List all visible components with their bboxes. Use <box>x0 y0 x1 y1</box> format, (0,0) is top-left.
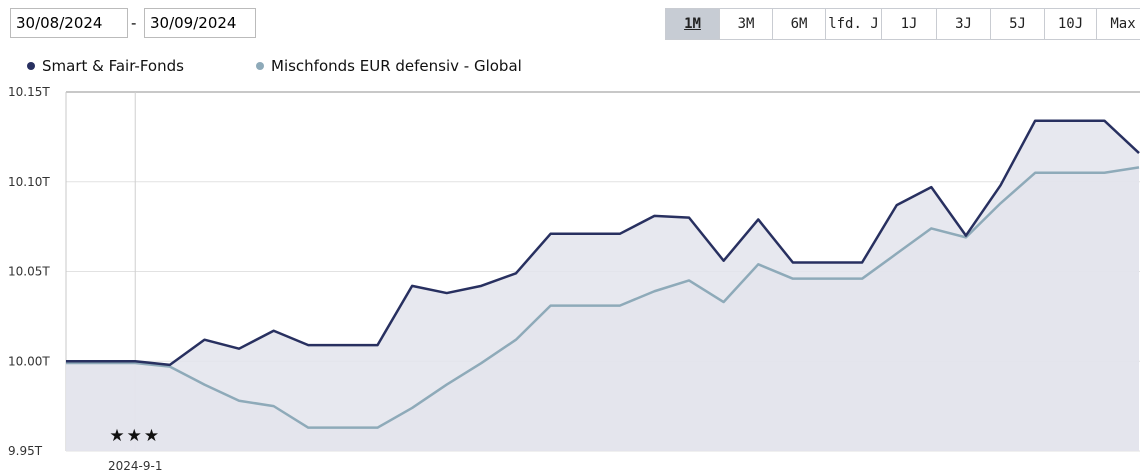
legend-marker <box>256 62 264 70</box>
range-button[interactable]: 10J <box>1045 8 1097 40</box>
y-tick-label: 10.00T <box>8 354 50 368</box>
range-button[interactable]: 6M <box>773 8 826 40</box>
y-tick-label: 9.95T <box>8 444 43 458</box>
series-area <box>66 167 1139 451</box>
range-button[interactable]: 1M <box>665 8 720 40</box>
legend-label: Smart & Fair-Fonds <box>42 57 184 75</box>
y-tick-label: 10.10T <box>8 175 50 189</box>
rating: ★★★ <box>109 426 161 446</box>
range-button[interactable]: 5J <box>991 8 1045 40</box>
date-to-input[interactable]: 30/09/2024 <box>144 8 256 38</box>
y-tick-label: 10.05T <box>8 265 50 279</box>
range-button[interactable]: 3M <box>720 8 773 40</box>
range-button[interactable]: 1J <box>882 8 937 40</box>
series-line <box>66 166 1140 429</box>
legend-marker <box>27 62 35 70</box>
date-from-input[interactable]: 30/08/2024 <box>10 8 128 38</box>
series-line <box>66 119 1140 367</box>
plot-area <box>66 119 1140 451</box>
range-button[interactable]: lfd. J <box>826 8 882 40</box>
date-separator: - <box>131 14 137 32</box>
y-tick-label: 10.15T <box>8 85 50 99</box>
range-button[interactable]: 3J <box>937 8 991 40</box>
legend-label: Mischfonds EUR defensiv - Global <box>271 57 522 75</box>
range-buttons: 1M 3M 6M lfd. J 1J 3J 5J 10J Max <box>665 8 1140 40</box>
x-tick-label: 2024-9-1 <box>108 459 162 472</box>
range-button[interactable]: Max <box>1097 8 1140 40</box>
